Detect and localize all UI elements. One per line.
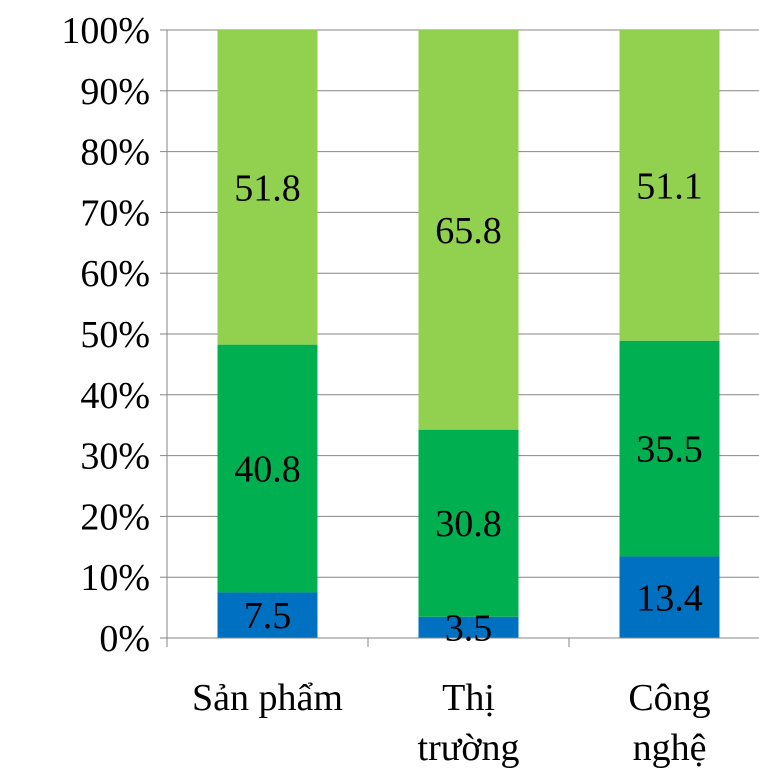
y-tick-label: 10% xyxy=(80,557,150,599)
y-tick-label: 0% xyxy=(99,618,150,660)
y-tick-label: 100% xyxy=(61,10,150,52)
category-labels: Sản phẩm Thị trường Công nghệ xyxy=(192,677,711,769)
bar-segment xyxy=(619,30,720,341)
category-label: trường xyxy=(418,727,520,769)
y-tick-label: 80% xyxy=(80,132,150,174)
y-tick-label: 90% xyxy=(80,71,150,113)
bar-segment xyxy=(217,344,318,593)
data-label: 3.5 xyxy=(445,607,493,649)
category-label: Thị xyxy=(442,677,495,719)
y-tick-label: 60% xyxy=(80,253,150,295)
y-tick-label: 40% xyxy=(80,375,150,417)
category-label: Công xyxy=(628,677,710,719)
y-tick-label: 50% xyxy=(80,314,150,356)
data-label: 30.8 xyxy=(435,503,502,545)
y-tick-label: 20% xyxy=(80,496,150,538)
data-label: 40.8 xyxy=(234,449,301,491)
bar-segment xyxy=(217,592,318,638)
data-label: 35.5 xyxy=(636,429,703,471)
data-label: 65.8 xyxy=(435,210,502,252)
y-tick-labels: 0% 10% 20% 30% 40% 50% 60% 70% 80% 90% 100% xyxy=(61,10,150,660)
data-label: 51.8 xyxy=(234,167,301,209)
y-tick-label: 70% xyxy=(80,192,150,234)
bar-segment xyxy=(217,30,318,345)
bar-segment xyxy=(619,556,720,638)
axes xyxy=(160,29,759,647)
bar-segment xyxy=(619,340,720,557)
data-label: 13.4 xyxy=(636,577,703,619)
data-label: 51.1 xyxy=(636,165,703,207)
bar-segment xyxy=(418,429,519,617)
y-tick-label: 30% xyxy=(80,436,150,478)
data-label: 7.5 xyxy=(244,595,292,637)
bars xyxy=(217,30,720,638)
category-label: nghệ xyxy=(633,727,707,769)
bar-segment xyxy=(418,30,519,430)
data-labels: 7.5 40.8 51.8 3.5 30.8 65.8 13.4 35.5 51.1 xyxy=(234,165,703,649)
category-label: Sản phẩm xyxy=(192,677,343,719)
bar-segment xyxy=(418,616,519,638)
